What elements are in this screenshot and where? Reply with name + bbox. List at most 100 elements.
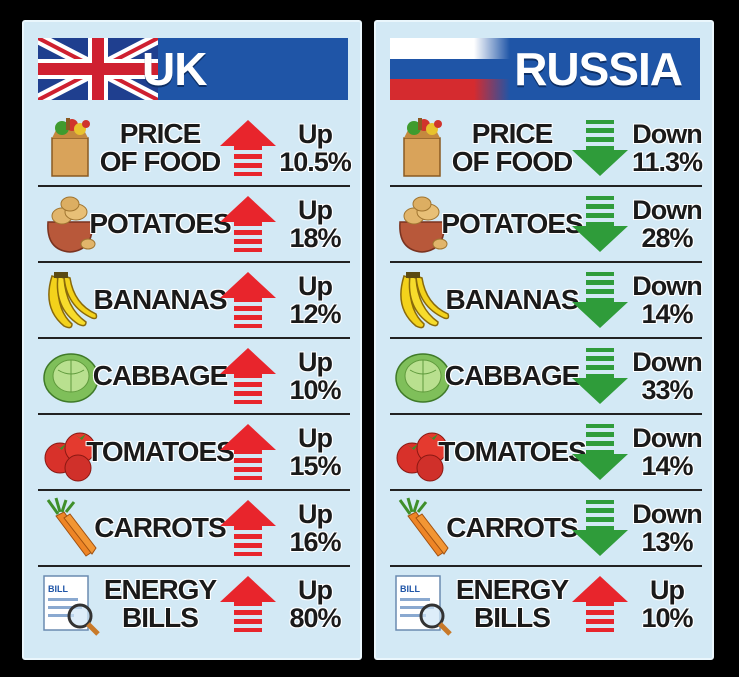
item-label: BANANAS: [442, 262, 582, 338]
change-value: 10.5%: [279, 147, 352, 177]
list-item: CABBAGE Down 33%: [390, 338, 704, 414]
change-word: Down: [632, 195, 702, 225]
change-word: Up: [298, 575, 333, 605]
change-text: Up 18%: [278, 186, 352, 262]
item-label: CABBAGE: [90, 338, 230, 414]
list-item: POTATOES Up 18%: [38, 186, 350, 262]
change-value: 12%: [289, 299, 341, 329]
change-text: Up 12%: [278, 262, 352, 338]
row-divider: [390, 261, 702, 263]
arrow-up-icon: [218, 346, 278, 406]
item-label: TOMATOES: [438, 414, 587, 490]
arrow-up-icon: [570, 574, 630, 634]
list-item: TOMATOES Down 14%: [390, 414, 703, 490]
change-text: Up 80%: [278, 566, 352, 642]
bill-magnifier-icon: BILL: [394, 572, 452, 636]
uk-flag-icon: [38, 38, 158, 100]
change-word: Down: [632, 499, 702, 529]
item-label-line: ENERGY: [455, 574, 569, 605]
item-label-line: BILLS: [122, 602, 199, 633]
change-value: 11.3%: [631, 147, 703, 177]
list-item: PRICE OF FOOD Down 11.3%: [390, 110, 704, 186]
change-text: Up 16%: [278, 490, 352, 566]
row-divider: [390, 413, 702, 415]
change-value: 14%: [641, 451, 693, 481]
potato-sack-icon: [42, 192, 100, 256]
row-divider: [390, 337, 702, 339]
cabbage-icon: [394, 344, 452, 408]
row-divider: [38, 413, 350, 415]
change-text: Up 15%: [278, 414, 352, 490]
list-item: CARROTS Down 13%: [390, 490, 704, 566]
arrow-down-icon: [570, 194, 630, 254]
change-text: Down 28%: [630, 186, 704, 262]
arrow-up-icon: [218, 574, 278, 634]
item-label: CARROTS: [442, 490, 582, 566]
list-item: BILL ENERGY BILLS Up 80%: [38, 566, 350, 642]
item-label-line: CARROTS: [446, 512, 578, 543]
change-word: Down: [632, 271, 702, 301]
change-text: Down 14%: [630, 262, 704, 338]
change-value: 28%: [641, 223, 693, 253]
item-label-line: CABBAGE: [444, 360, 581, 391]
arrow-up-icon: [218, 422, 278, 482]
row-divider: [38, 565, 350, 567]
item-label-line: OF FOOD: [451, 146, 574, 177]
list-item: PRICE OF FOOD Up 10.5%: [38, 110, 352, 186]
change-text: Down 33%: [630, 338, 704, 414]
item-label: POTATOES: [441, 186, 583, 262]
item-label-line: CABBAGE: [92, 360, 229, 391]
list-item: BILL ENERGY BILLS Up 10%: [390, 566, 702, 642]
russia-flag-icon: [390, 38, 510, 100]
uk-title: UK: [142, 43, 207, 95]
item-label: PRICE OF FOOD: [442, 110, 582, 186]
change-text: Down 11.3%: [630, 110, 704, 186]
change-value: 13%: [641, 527, 693, 557]
item-label: ENERGY BILLS: [90, 566, 230, 642]
arrow-up-icon: [218, 194, 278, 254]
arrow-up-icon: [218, 118, 278, 178]
arrow-down-icon: [570, 118, 630, 178]
item-label-line: BANANAS: [93, 284, 228, 315]
row-divider: [390, 565, 702, 567]
row-divider: [38, 185, 350, 187]
change-text: Up 10%: [630, 566, 704, 642]
item-label: BANANAS: [90, 262, 230, 338]
change-text: Down 13%: [630, 490, 704, 566]
change-word: Up: [298, 195, 333, 225]
item-label: TOMATOES: [86, 414, 235, 490]
banana-icon: [394, 268, 452, 332]
potato-sack-icon: [394, 192, 452, 256]
change-word: Up: [298, 271, 333, 301]
item-label-line: PRICE: [119, 118, 202, 149]
item-label-line: BANANAS: [445, 284, 580, 315]
list-item: CARROTS Up 16%: [38, 490, 350, 566]
change-value: 18%: [289, 223, 341, 253]
change-word: Up: [298, 423, 333, 453]
row-divider: [38, 489, 350, 491]
arrow-up-icon: [218, 270, 278, 330]
change-word: Down: [632, 119, 702, 149]
arrow-down-icon: [570, 498, 630, 558]
change-value: 10%: [641, 603, 693, 633]
arrow-down-icon: [570, 346, 630, 406]
list-item: BANANAS Up 12%: [38, 262, 350, 338]
carrot-icon: [394, 496, 452, 560]
bill-magnifier-icon: BILL: [42, 572, 100, 636]
item-label-line: PRICE: [471, 118, 554, 149]
arrow-down-icon: [570, 270, 630, 330]
banana-icon: [42, 268, 100, 332]
row-divider: [38, 261, 350, 263]
change-value: 10%: [289, 375, 341, 405]
change-value: 33%: [641, 375, 693, 405]
item-label: POTATOES: [89, 186, 231, 262]
item-label-line: CARROTS: [94, 512, 226, 543]
uk-panel: UK PRICE OF FOOD Up 10.5% POTATOES Up 18% BANAN…: [22, 20, 362, 660]
item-label-line: POTATOES: [441, 208, 583, 239]
item-label-line: TOMATOES: [86, 436, 235, 467]
row-divider: [38, 337, 350, 339]
change-text: Up 10.5%: [278, 110, 352, 186]
tomato-icon: [42, 420, 100, 484]
russia-title: RUSSIA: [514, 43, 683, 95]
item-label: ENERGY BILLS: [442, 566, 582, 642]
